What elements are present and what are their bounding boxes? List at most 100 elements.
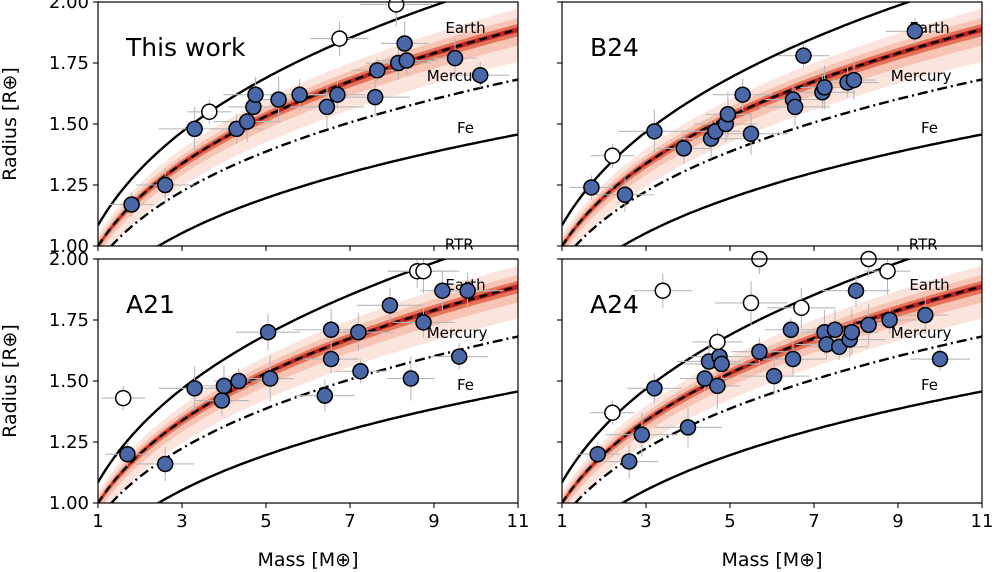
data-point-filled — [446, 49, 464, 67]
uncertainty-band-2 — [98, 280, 518, 503]
data-point-filled — [881, 311, 898, 329]
y-tick-label: 1.00 — [49, 493, 89, 514]
curve-label-earth: Earth — [445, 19, 485, 37]
data-point-filled — [646, 123, 663, 140]
data-point-filled — [402, 370, 420, 387]
data-point-filled — [156, 455, 174, 473]
panel-title: A21 — [126, 290, 175, 319]
x-tick-label: 7 — [344, 511, 355, 532]
data-point-open — [793, 299, 810, 317]
data-point-filled — [786, 98, 804, 116]
data-point-filled — [352, 362, 369, 380]
mercury-curve — [573, 78, 982, 246]
y-tick-label: 1.50 — [49, 114, 89, 135]
data-point-filled — [459, 282, 476, 299]
uncertainty-band-2 — [98, 23, 518, 246]
data-point-filled — [751, 343, 768, 360]
curve-label-mercury: Mercury — [427, 67, 488, 85]
data-point-filled — [696, 370, 714, 387]
data-point-filled — [713, 355, 730, 373]
fe-curve — [620, 133, 982, 246]
data-point-filled — [589, 445, 606, 463]
data-point-filled — [583, 179, 600, 196]
data-point-filled — [843, 323, 861, 341]
panel-title: A24 — [590, 290, 639, 319]
data-point-filled — [795, 47, 812, 64]
panel-b24: RTREarthMercuryFeB24 — [557, 1, 983, 251]
data-point-open — [879, 262, 896, 280]
data-point-filled — [845, 71, 863, 89]
curve-label-mercury: Mercury — [891, 67, 952, 85]
earth-curve — [98, 28, 518, 246]
data-point-filled — [350, 323, 367, 341]
data-point-filled — [434, 282, 451, 299]
data-point-filled — [450, 348, 468, 365]
data-point-filled — [765, 367, 783, 385]
earth-curve — [562, 28, 982, 246]
data-point-filled — [816, 79, 833, 96]
data-point-filled — [646, 380, 663, 397]
data-point-open — [415, 262, 432, 280]
curve-label-mercury: Mercury — [891, 324, 952, 342]
data-point-filled — [679, 419, 697, 436]
y-axis-label-bottom: Radius [R⊕] — [0, 324, 21, 438]
rtr-curve — [98, 259, 448, 483]
data-point-filled — [270, 91, 287, 108]
curve-label-earth: Earth — [909, 276, 949, 294]
fe-curve — [156, 390, 518, 503]
data-point-filled — [847, 282, 865, 299]
data-point-filled — [322, 321, 340, 339]
data-point-filled — [247, 86, 264, 103]
data-point-open — [331, 30, 348, 47]
panel-title: B24 — [590, 33, 639, 62]
data-point-filled — [784, 350, 802, 368]
x-axis-label-right: Mass [M⊕] — [721, 549, 822, 571]
uncertainty-band-2 — [562, 23, 982, 246]
data-point-filled — [782, 321, 800, 339]
x-tick-label: 11 — [507, 511, 530, 532]
uncertainty-band-2 — [562, 280, 982, 503]
panel-a21: RTREarthMercuryFe13579111.001.251.501.75… — [49, 235, 530, 532]
y-axis-label-top: Radius [R⊕] — [0, 67, 21, 181]
x-tick-label: 7 — [808, 511, 819, 532]
data-point-filled — [398, 52, 415, 69]
rtr-curve — [562, 2, 912, 226]
data-point-open — [201, 103, 218, 121]
y-tick-label: 2.00 — [49, 0, 89, 13]
curve-label-fe: Fe — [921, 376, 938, 394]
data-point-filled — [215, 377, 233, 395]
data-point-filled — [734, 86, 751, 103]
x-tick-label: 3 — [176, 511, 187, 532]
data-point-filled — [633, 426, 651, 443]
x-tick-label: 11 — [971, 511, 994, 532]
curve-label-fe: Fe — [921, 119, 938, 137]
data-point-filled — [119, 445, 136, 463]
data-point-filled — [366, 88, 384, 106]
data-point-filled — [381, 297, 399, 314]
fe-curve — [156, 133, 518, 246]
rtr-curve — [98, 2, 448, 226]
data-point-open — [604, 404, 621, 421]
x-tick-label: 9 — [428, 511, 439, 532]
data-point-open — [387, 0, 405, 13]
data-point-filled — [826, 321, 844, 339]
curve-label-mercury: Mercury — [427, 324, 488, 342]
data-point-filled — [123, 196, 140, 213]
panel-a24: RTR Earth Mercury Fe 1 3 5 7 9 11 A24 — [556, 235, 994, 532]
y-tick-label: 1.25 — [49, 175, 89, 196]
data-point-filled — [369, 62, 386, 79]
data-point-filled — [259, 323, 277, 341]
data-point-open — [654, 282, 672, 299]
data-point-filled — [186, 380, 203, 397]
y-tick-label: 1.75 — [49, 310, 89, 331]
y-tick-label: 1.75 — [49, 53, 89, 74]
data-point-filled — [261, 370, 279, 387]
data-point-filled — [719, 105, 737, 123]
data-point-filled — [318, 98, 336, 116]
y-tick-label: 1.50 — [49, 371, 89, 392]
data-point-filled — [186, 120, 203, 138]
x-tick-label: 3 — [640, 511, 651, 532]
fe-curve — [620, 390, 982, 503]
earth-curve — [562, 285, 982, 503]
x-tick-label: 1 — [556, 511, 567, 532]
